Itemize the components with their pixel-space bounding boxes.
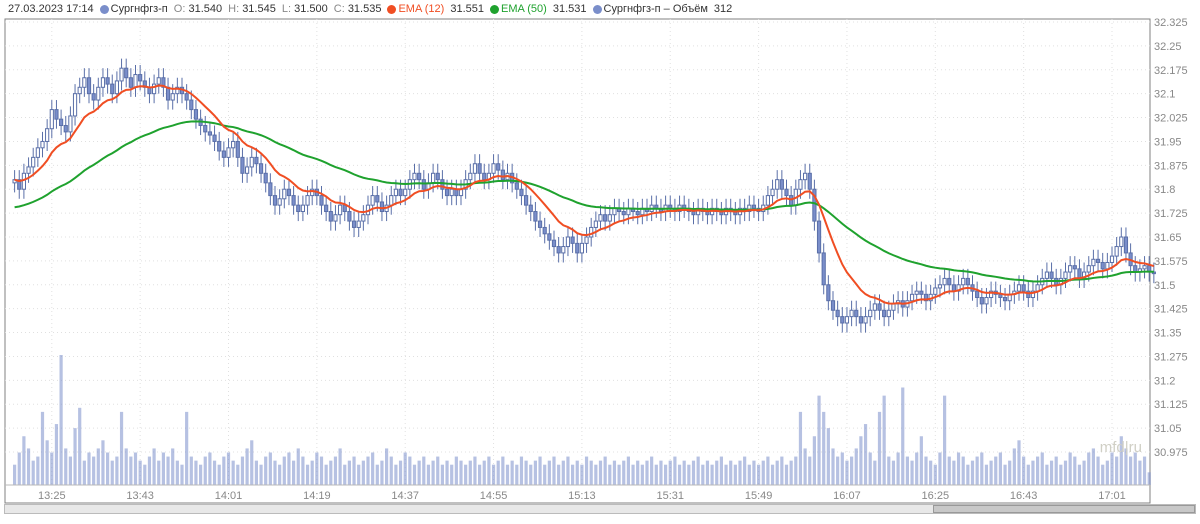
svg-text:30.975: 30.975	[1154, 447, 1188, 459]
svg-text:15:13: 15:13	[568, 490, 596, 502]
chart-svg: 32.325 32.25 32.175 32.1 32.025 31.95 31.875 31…	[4, 18, 1196, 504]
svg-text:32.325: 32.325	[1154, 18, 1188, 29]
svg-text:32.175: 32.175	[1154, 65, 1188, 77]
svg-text:31.35: 31.35	[1154, 328, 1182, 340]
scrollbar-thumb[interactable]	[933, 505, 1195, 513]
ohlc-l-value: 31.500	[294, 3, 328, 15]
ohlc-h-label: H:	[228, 3, 239, 15]
svg-text:31.05: 31.05	[1154, 423, 1182, 435]
svg-text:31.425: 31.425	[1154, 304, 1188, 316]
svg-text:14:19: 14:19	[303, 490, 331, 502]
svg-text:13:43: 13:43	[126, 490, 154, 502]
svg-text:14:01: 14:01	[215, 490, 243, 502]
svg-text:31.2: 31.2	[1154, 375, 1175, 387]
svg-text:15:31: 15:31	[656, 490, 684, 502]
symbol-label: Сургнфгз-п	[111, 3, 168, 15]
svg-text:31.725: 31.725	[1154, 208, 1188, 220]
svg-text:14:55: 14:55	[480, 490, 508, 502]
ohlc-o-value: 31.540	[188, 3, 222, 15]
ohlc-h-value: 31.545	[242, 3, 276, 15]
svg-text:14:37: 14:37	[391, 490, 419, 502]
ema12-dot-icon	[387, 5, 396, 14]
svg-text:31.5: 31.5	[1154, 280, 1175, 292]
chart-area[interactable]: 32.325 32.25 32.175 32.1 32.025 31.95 31.875 31…	[4, 18, 1196, 504]
svg-text:31.125: 31.125	[1154, 399, 1188, 411]
svg-text:17:01: 17:01	[1098, 490, 1126, 502]
svg-text:32.025: 32.025	[1154, 113, 1188, 125]
svg-text:31.65: 31.65	[1154, 232, 1182, 244]
ema50-label: EMA (50)	[501, 3, 547, 15]
svg-text:13:25: 13:25	[38, 490, 66, 502]
time-scrollbar[interactable]	[4, 504, 1196, 514]
ohlc-c-value: 31.535	[348, 3, 382, 15]
svg-text:31.875: 31.875	[1154, 160, 1188, 172]
ema50-value: 31.531	[553, 3, 587, 15]
svg-text:32.1: 32.1	[1154, 89, 1175, 101]
svg-text:16:07: 16:07	[833, 490, 861, 502]
volume-label: Сургнфгз-п – Объём	[604, 3, 708, 15]
svg-text:15:49: 15:49	[745, 490, 773, 502]
svg-text:31.575: 31.575	[1154, 256, 1188, 268]
svg-text:31.8: 31.8	[1154, 184, 1175, 196]
svg-text:31.95: 31.95	[1154, 136, 1182, 148]
ema12-value: 31.551	[450, 3, 484, 15]
ohlc-o-label: O:	[174, 3, 186, 15]
ema50-dot-icon	[490, 5, 499, 14]
svg-text:16:25: 16:25	[922, 490, 950, 502]
svg-text:31.275: 31.275	[1154, 351, 1188, 363]
symbol-dot-icon	[100, 5, 109, 14]
ohlc-c-label: C:	[334, 3, 345, 15]
svg-text:16:43: 16:43	[1010, 490, 1038, 502]
svg-text:32.25: 32.25	[1154, 41, 1182, 53]
ema12-label: EMA (12)	[398, 3, 444, 15]
ohlc-l-label: L:	[282, 3, 291, 15]
datetime-label: 27.03.2023 17:14	[8, 3, 94, 15]
chart-legend: 27.03.2023 17:14 Сургнфгз-п O: 31.540 H:…	[0, 0, 1200, 18]
volume-value: 312	[714, 3, 732, 15]
volume-dot-icon	[593, 5, 602, 14]
